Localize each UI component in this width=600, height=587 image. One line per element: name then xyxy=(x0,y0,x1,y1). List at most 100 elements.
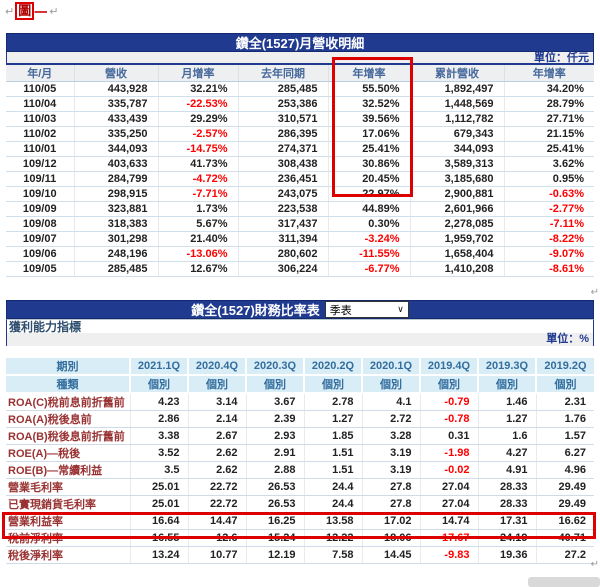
value-cell: -13.06% xyxy=(158,246,239,262)
table-row: 109/11 284,799 -4.72% 236,451 20.45% 3,185,68… xyxy=(6,171,594,187)
table-row: 110/02 335,250 -2.57% 286,395 17.06% 679,343 2… xyxy=(6,126,594,142)
year-month-cell: 109/06 xyxy=(6,246,75,262)
monthly-header-row: 年/月 營收 月增率 去年同期 年增率 累計營收 年增率 xyxy=(6,65,594,82)
year-month-cell: 109/08 xyxy=(6,216,75,232)
value-cell: 285,485 xyxy=(74,261,159,277)
type-cell-header: 個別 xyxy=(246,375,305,394)
value-cell: -0.78 xyxy=(420,410,479,428)
year-month-cell: 110/03 xyxy=(6,111,75,127)
value-cell: 310,571 xyxy=(238,111,329,127)
value-cell: 25.41% xyxy=(328,141,411,157)
table-row: 稅前淨利率 16.55 12.6 15.24 12.22 18.06 -17.67 24.19… xyxy=(6,529,594,547)
year-month-cell: 109/05 xyxy=(6,261,75,277)
value-cell: 323,881 xyxy=(74,201,159,217)
value-cell: 308,438 xyxy=(238,156,329,172)
value-cell: 3.62% xyxy=(504,156,594,172)
value-cell: -2.77% xyxy=(504,201,594,217)
value-cell: 248,196 xyxy=(74,246,159,262)
value-cell: 24.4 xyxy=(304,495,363,513)
value-cell: -7.71% xyxy=(158,186,239,202)
value-cell: 29.29% xyxy=(158,111,239,127)
value-cell: -3.24% xyxy=(328,231,411,247)
value-cell: -17.67 xyxy=(420,529,479,547)
quarter-header: 2020.3Q xyxy=(246,358,305,376)
table-row: 營業毛利率 25.01 22.72 26.53 24.4 27.8 27.04 28.33 29… xyxy=(6,478,594,496)
value-cell: 32.21% xyxy=(158,81,239,97)
value-cell: 24.4 xyxy=(304,478,363,496)
value-cell: 12.67% xyxy=(158,261,239,277)
value-cell: 280,602 xyxy=(238,246,329,262)
type-cell-header: 個別 xyxy=(188,375,247,394)
value-cell: 1.27 xyxy=(478,410,537,428)
value-cell: 13.24 xyxy=(130,546,189,564)
table-row: ROE(A)—稅後 3.52 2.62 2.91 1.51 3.19 -1.98 4.27 6.… xyxy=(6,444,594,462)
value-cell: 20.45% xyxy=(328,171,411,187)
value-cell: 5.67% xyxy=(158,216,239,232)
quarter-header: 2019.4Q xyxy=(420,358,479,376)
value-cell: 311,394 xyxy=(238,231,329,247)
value-cell: 27.8 xyxy=(362,478,421,496)
value-cell: 10.77 xyxy=(188,546,247,564)
value-cell: 12.22 xyxy=(304,529,363,547)
value-cell: 433,439 xyxy=(74,111,159,127)
monthly-table-unit: 單位：仟元 xyxy=(6,52,594,65)
value-cell: 2,900,881 xyxy=(410,186,505,202)
value-cell: 1,410,208 xyxy=(410,261,505,277)
value-cell: 3.19 xyxy=(362,461,421,479)
value-cell: 16.25 xyxy=(246,512,305,530)
value-cell: 2.72 xyxy=(362,410,421,428)
value-cell: 4.91 xyxy=(478,461,537,479)
table-row: 110/01 344,093 -14.75% 274,371 25.41% 344,093… xyxy=(6,141,594,157)
value-cell: 3.38 xyxy=(130,427,189,445)
value-cell: 1.73% xyxy=(158,201,239,217)
value-cell: 223,538 xyxy=(238,201,329,217)
value-cell: 32.52% xyxy=(328,96,411,112)
value-cell: 285,485 xyxy=(238,81,329,97)
value-cell: -22.53% xyxy=(158,96,239,112)
value-cell: 19.36 xyxy=(478,546,537,564)
value-cell: 13.58 xyxy=(304,512,363,530)
value-cell: -0.63% xyxy=(504,186,594,202)
table-row: 110/05 443,928 32.21% 285,485 55.50% 1,892,49… xyxy=(6,81,594,97)
period-select[interactable]: 季表 ∨ xyxy=(324,301,409,318)
value-cell: 4.27 xyxy=(478,444,537,462)
type-cell-header: 個別 xyxy=(420,375,479,394)
year-month-cell: 110/02 xyxy=(6,126,75,142)
financial-ratio-table: 鑽全(1527)財務比率表 季表 ∨ 獲利能力指標 單位：% 期別 2021.1Q… xyxy=(6,300,594,564)
value-cell: 16.64 xyxy=(130,512,189,530)
period-select-value: 季表 xyxy=(329,304,352,317)
table-row: 109/12 403,633 41.73% 308,438 30.86% 3,589,31… xyxy=(6,156,594,172)
value-cell: 14.74 xyxy=(420,512,479,530)
figure-caption: ↵ 圖 一 ↵ xyxy=(4,2,59,20)
year-month-cell: 110/04 xyxy=(6,96,75,112)
type-header-label: 種類 xyxy=(6,375,131,394)
ratio-row-label: 營業毛利率 xyxy=(6,478,131,496)
ratio-row-label: ROA(C)稅前息前折舊前 xyxy=(6,393,131,411)
value-cell: 25.41% xyxy=(504,141,594,157)
value-cell: 344,093 xyxy=(410,141,505,157)
value-cell: 301,298 xyxy=(74,231,159,247)
value-cell: 2.14 xyxy=(188,410,247,428)
value-cell: 2.91 xyxy=(246,444,305,462)
column-header: 年增率 xyxy=(504,65,594,82)
value-cell: 39.56% xyxy=(328,111,411,127)
value-cell: 55.50% xyxy=(328,81,411,97)
column-header: 去年同期 xyxy=(238,65,329,82)
column-header: 累計營收 xyxy=(410,65,505,82)
monthly-table-title: 鑽全(1527)月營收明細 xyxy=(6,33,594,52)
value-cell: 0.30% xyxy=(328,216,411,232)
value-cell: 27.2 xyxy=(536,546,594,564)
value-cell: 12.19 xyxy=(246,546,305,564)
value-cell: -6.77% xyxy=(328,261,411,277)
table-row: 稅後淨利率 13.24 10.77 12.19 7.58 14.45 -9.83 19.36 2… xyxy=(6,546,594,564)
value-cell: 17.31 xyxy=(478,512,537,530)
value-cell: 21.15% xyxy=(504,126,594,142)
value-cell: 4.1 xyxy=(362,393,421,411)
value-cell: -11.55% xyxy=(328,246,411,262)
type-cell-header: 個別 xyxy=(536,375,594,394)
figure-label-suffix: 一 xyxy=(34,4,48,20)
value-cell: 14.47 xyxy=(188,512,247,530)
value-cell: 2.39 xyxy=(246,410,305,428)
value-cell: 3.28 xyxy=(362,427,421,445)
value-cell: 41.73% xyxy=(158,156,239,172)
